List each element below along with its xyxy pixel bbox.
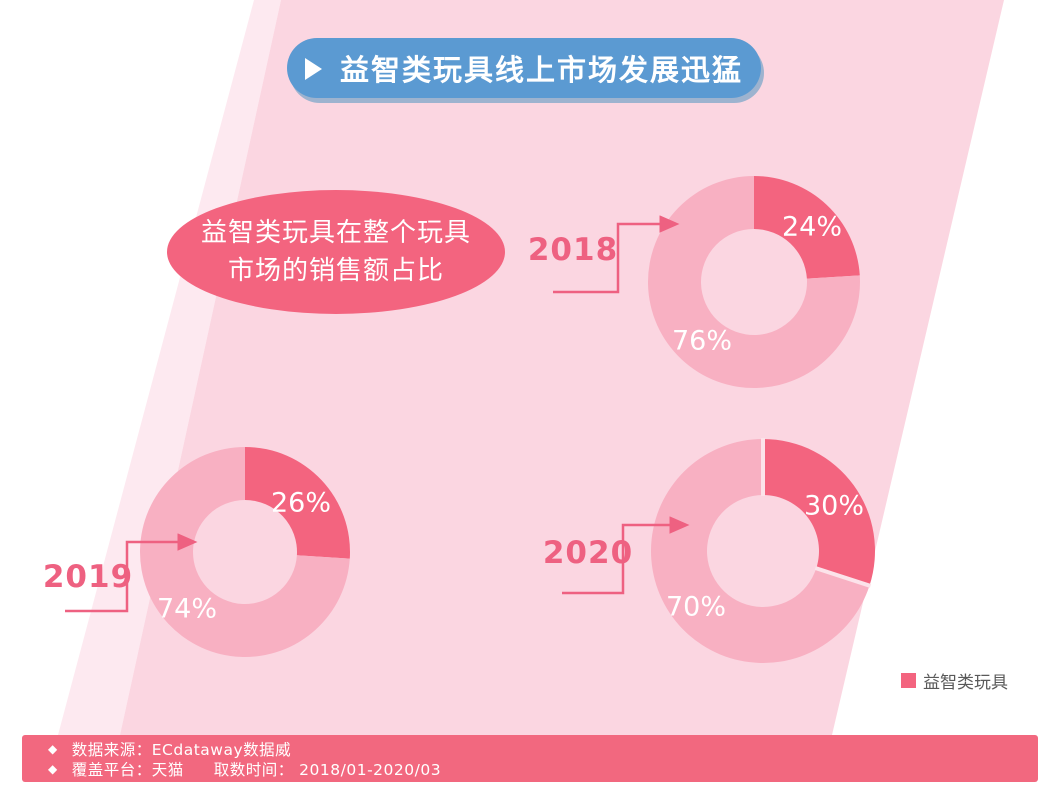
arrow-2018 — [553, 215, 680, 294]
pct-label-2018-highlight: 24% — [781, 211, 843, 243]
footer-timerange-text: 取数时间： 2018/01-2020/03 — [213, 761, 442, 779]
title-banner: 益智类玩具线上市场发展迅猛 — [287, 38, 761, 98]
legend-swatch — [901, 673, 916, 688]
donut-2018-slice-rest — [648, 176, 860, 388]
footer-row-platform: ◆ 覆盖平台：天猫 取数时间： 2018/01-2020/03 — [48, 759, 1038, 779]
year-label-2018: 2018 — [527, 232, 619, 268]
footer-source-text: 数据来源：ECdataway数据威 — [71, 741, 292, 759]
bg-light-stripe — [58, 0, 281, 735]
legend-label: 益智类玩具 — [923, 673, 1008, 693]
pct-label-2019-rest: 74% — [156, 593, 218, 625]
pct-label-2019-highlight: 26% — [270, 487, 332, 519]
donut-2020-slice-rest — [651, 439, 870, 663]
banner-title: 益智类玩具线上市场发展迅猛 — [339, 53, 743, 87]
footer-row-source: ◆ 数据来源：ECdataway数据威 — [48, 739, 1038, 759]
donut-2018-slice-highlight — [754, 176, 860, 279]
arrow-2020 — [562, 516, 690, 595]
pct-label-2018-rest: 76% — [671, 325, 733, 357]
callout-line1: 益智类玩具在整个玩具 — [200, 218, 471, 248]
slice-divider — [814, 566, 872, 588]
donut-2020-slice-highlight — [763, 439, 876, 586]
year-arrows — [65, 215, 690, 613]
callout-line2: 市场的销售额占比 — [227, 256, 444, 286]
arrow-2019 — [65, 533, 198, 613]
callout-ellipse: 益智类玩具在整个玩具 市场的销售额占比 — [167, 190, 505, 314]
donut-2019-slice-highlight — [245, 447, 351, 559]
diamond-bullet-icon: ◆ — [48, 742, 58, 756]
year-label-2019: 2019 — [42, 559, 134, 595]
source-footer: ◆ 数据来源：ECdataway数据威 ◆ 覆盖平台：天猫 取数时间： 2018… — [22, 735, 1038, 782]
pct-label-2020-highlight: 30% — [803, 490, 865, 522]
donut-2019-slice-rest — [140, 447, 350, 657]
footer-platform-text: 覆盖平台：天猫 — [71, 761, 184, 779]
play-icon — [304, 58, 322, 80]
year-label-2020: 2020 — [542, 535, 634, 571]
pct-label-2020-rest: 70% — [665, 591, 727, 623]
legend: 益智类玩具 — [901, 668, 1008, 693]
donut-charts — [140, 176, 876, 663]
diamond-bullet-icon: ◆ — [48, 762, 58, 776]
